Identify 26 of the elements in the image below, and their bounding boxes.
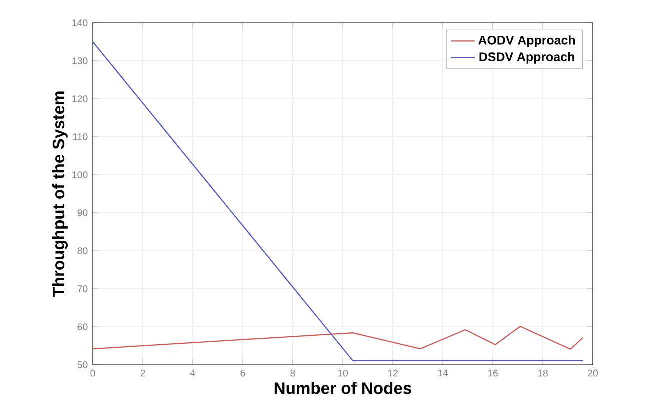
- y-tick-label: 70: [78, 286, 88, 292]
- y-tick-label: 130: [72, 58, 88, 64]
- y-tick-label: 50: [78, 362, 88, 368]
- y-tick-label: 80: [78, 248, 88, 254]
- legend-label: AODV Approach: [478, 36, 576, 48]
- y-tick-label: 60: [78, 324, 88, 330]
- x-tick-label: 10: [338, 370, 348, 377]
- x-tick-label: 6: [240, 370, 246, 377]
- legend-label: DSDV Approach: [480, 52, 574, 64]
- y-axis-title: Throughput of the System: [52, 92, 68, 298]
- y-tick-label: 100: [72, 172, 88, 178]
- x-tick-label: 4: [190, 370, 196, 377]
- x-tick-label: 16: [488, 370, 498, 377]
- x-tick-label: 2: [140, 370, 146, 377]
- y-tick-label: 120: [72, 96, 88, 102]
- x-axis-title: Number of Nodes: [274, 382, 412, 394]
- x-tick-label: 8: [290, 370, 296, 377]
- line-series: [93, 326, 584, 350]
- y-tick-label: 140: [72, 20, 88, 26]
- x-tick-label: 12: [388, 370, 398, 377]
- x-tick-label: 0: [90, 370, 96, 377]
- x-tick-label: 20: [588, 370, 598, 377]
- y-tick-label: 90: [78, 210, 88, 216]
- x-tick-label: 14: [438, 370, 448, 377]
- x-tick-label: 18: [538, 370, 548, 377]
- y-tick-label: 110: [73, 134, 88, 140]
